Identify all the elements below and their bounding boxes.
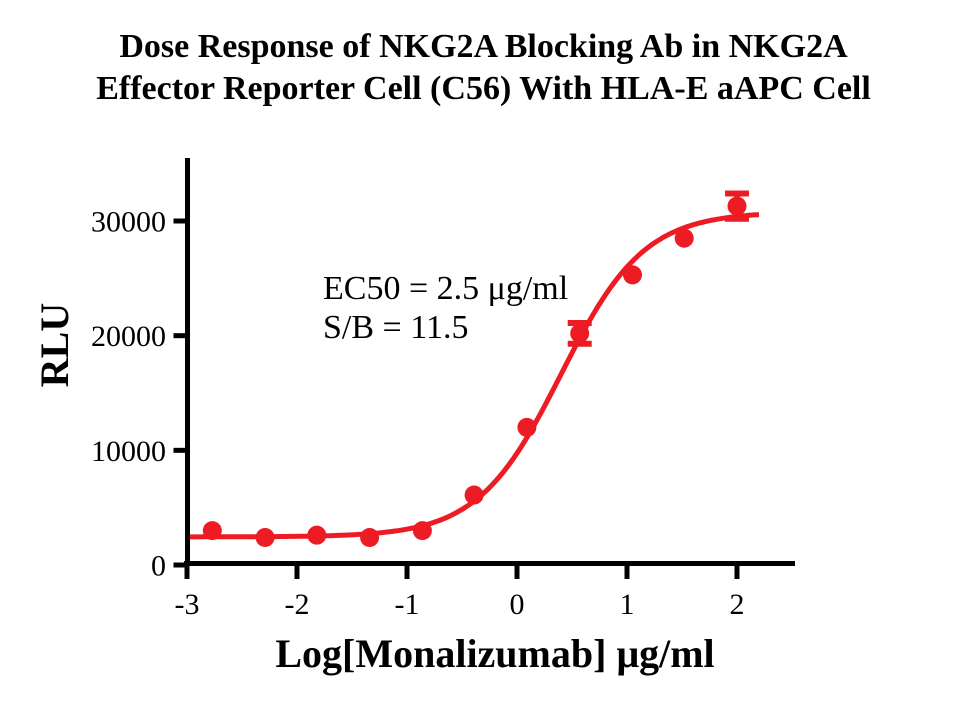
y-tick-label: 30000 — [91, 206, 166, 239]
y-tick-label: 10000 — [91, 435, 166, 468]
data-point-marker — [623, 265, 642, 285]
chart-title: Dose Response of NKG2A Blocking Ab in NK… — [0, 26, 967, 110]
data-point-marker — [674, 228, 694, 248]
annotation-sb: S/B = 11.5 — [323, 309, 468, 346]
y-tick-label: 20000 — [91, 320, 166, 353]
data-points — [202, 190, 749, 547]
chart-title-line1: Dose Response of NKG2A Blocking Ab in NK… — [119, 28, 848, 65]
x-tick-label: -3 — [175, 588, 200, 621]
chart-title-line2: Effector Reporter Cell (C56) With HLA-E … — [96, 70, 871, 107]
x-axis-label: Log[Monalizumab] μg/ml — [275, 631, 714, 676]
data-point-marker — [255, 527, 275, 547]
y-tick-label: 0 — [151, 550, 166, 583]
data-point-marker — [464, 485, 484, 505]
annotation-ec50: EC50 = 2.5 μg/ml — [323, 270, 568, 307]
data-point-marker — [412, 521, 432, 541]
data-point-marker — [727, 196, 747, 216]
data-point-marker — [517, 417, 537, 437]
x-tick-label: -2 — [285, 588, 310, 621]
x-axis-ticks: -3 -2 -1 0 1 2 — [175, 563, 745, 621]
data-point-marker — [570, 323, 590, 343]
data-point-marker — [360, 527, 380, 547]
data-point-marker — [307, 525, 327, 545]
x-tick-label: 0 — [510, 588, 525, 621]
data-point-marker — [202, 521, 222, 541]
x-tick-label: 1 — [620, 588, 635, 621]
x-tick-label: 2 — [730, 588, 745, 621]
y-axis-ticks: 0 10000 20000 30000 — [91, 206, 187, 583]
x-tick-label: -1 — [395, 588, 420, 621]
y-axis-label: RLU — [32, 303, 77, 387]
